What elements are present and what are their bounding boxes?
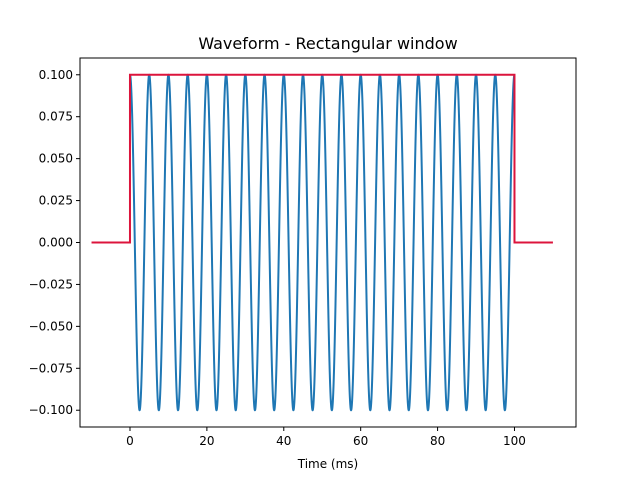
x-tick-label: 40	[276, 434, 291, 448]
y-tick-label: 0.100	[39, 68, 73, 82]
x-tick-label: 100	[503, 434, 526, 448]
x-tick-label: 20	[199, 434, 214, 448]
window-series-line	[91, 73, 553, 244]
x-axis-label: Time (ms)	[297, 457, 359, 471]
series-layer	[91, 73, 553, 412]
y-tick-label: −0.100	[29, 403, 73, 417]
y-tick-label: −0.050	[29, 319, 73, 333]
y-tick-label: −0.075	[29, 361, 73, 375]
y-tick-label: 0.075	[39, 110, 73, 124]
y-tick-label: 0.000	[39, 236, 73, 250]
x-axis-ticks: 0 20 40 60 80 100	[126, 427, 526, 448]
chart-title: Waveform - Rectangular window	[198, 34, 457, 53]
y-tick-label: −0.025	[29, 277, 73, 291]
x-tick-label: 0	[126, 434, 134, 448]
x-tick-label: 60	[353, 434, 368, 448]
x-tick-label: 80	[430, 434, 445, 448]
y-tick-label: 0.025	[39, 194, 73, 208]
y-tick-label: 0.050	[39, 152, 73, 166]
y-axis-ticks: 0.100 0.075 0.050 0.025 0.000 −0.025 −0.050 −0.…	[29, 68, 80, 417]
